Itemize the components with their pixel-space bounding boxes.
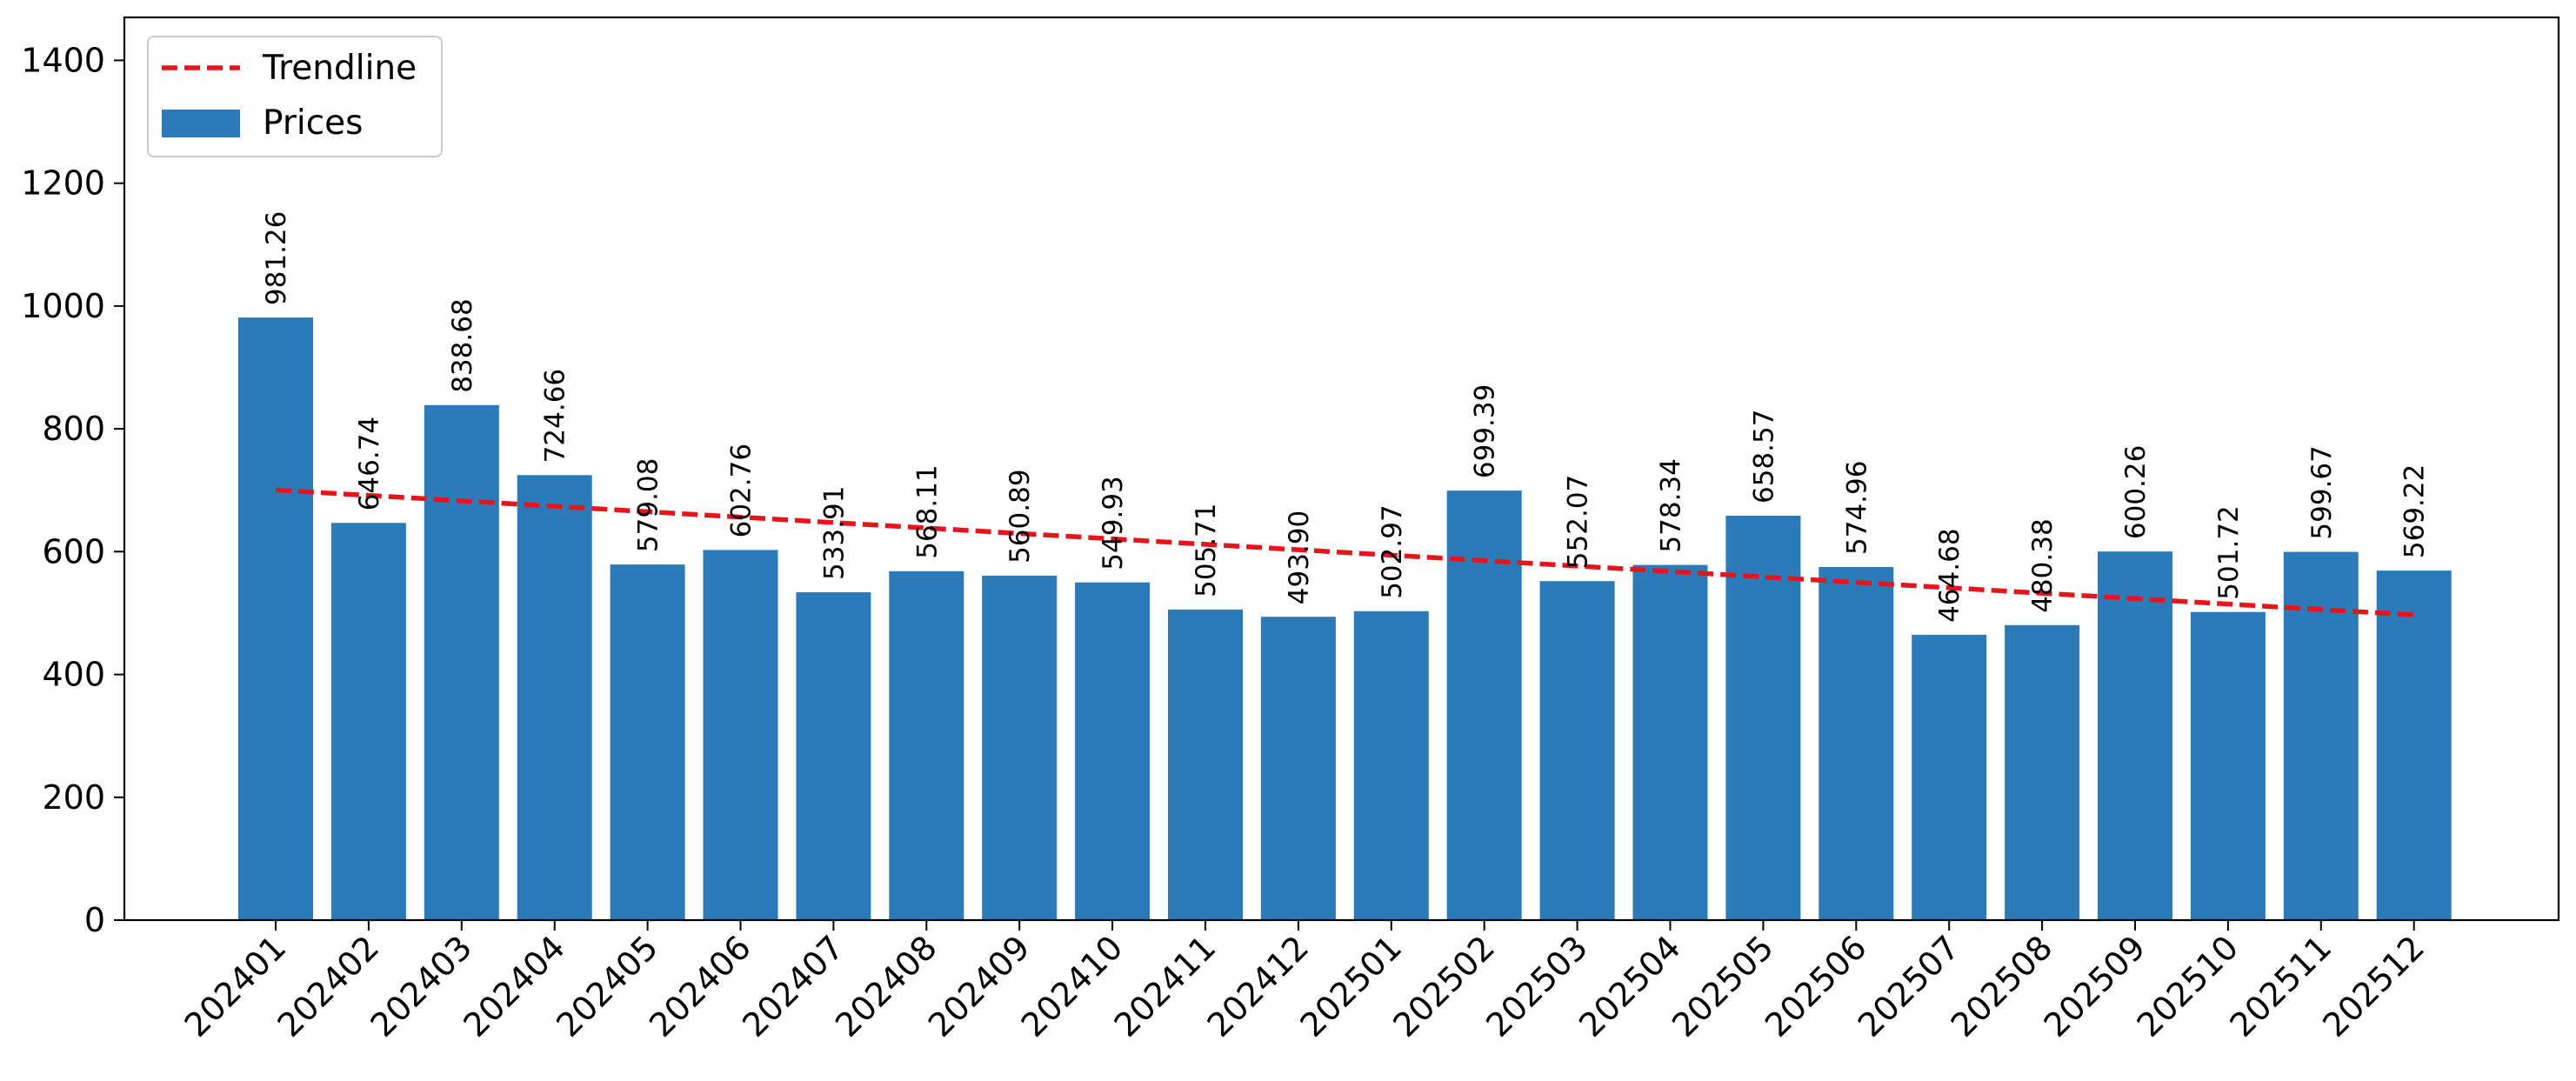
bar-202411 [1168, 609, 1243, 920]
bar-202412 [1260, 617, 1336, 920]
bar-202409 [982, 575, 1058, 920]
bar-value-label-202401: 981.26 [261, 211, 292, 305]
bar-value-label-202405: 579.08 [633, 458, 664, 552]
legend-trendline-label: Trendline [262, 49, 417, 88]
y-tick-label: 0 [84, 901, 105, 939]
bar-value-label-202511: 599.67 [2306, 445, 2338, 539]
bar-value-label-202510: 501.72 [2213, 505, 2245, 599]
bar-value-label-202512: 569.22 [2399, 464, 2431, 558]
bar-202510 [2190, 611, 2266, 920]
bar-202511 [2283, 551, 2359, 920]
bar-value-label-202403: 838.68 [447, 298, 478, 392]
bar-202407 [796, 592, 871, 920]
bar-labels-group: 981.26 646.74 838.68 724.66 579.08 602.76 533.… [261, 211, 2431, 623]
bar-value-label-202412: 493.90 [1284, 510, 1315, 604]
bar-value-label-202503: 552.07 [1563, 475, 1594, 569]
bar-202506 [1819, 567, 1894, 920]
bar-value-label-202411: 505.71 [1191, 503, 1222, 597]
bar-value-label-202505: 658.57 [1748, 410, 1779, 504]
y-tick-label: 1000 [21, 287, 105, 325]
bar-202402 [330, 523, 406, 920]
trendline-group [275, 487, 2414, 617]
bar-value-label-202507: 464.68 [1934, 528, 1965, 622]
y-tick-label: 800 [42, 410, 105, 448]
bar-202509 [2098, 551, 2172, 920]
bars-group [238, 317, 2452, 921]
bar-202502 [1446, 490, 1522, 920]
bar-202408 [889, 571, 964, 920]
bar-202403 [424, 404, 499, 920]
y-tick-label: 1400 [21, 41, 105, 79]
bar-202512 [2376, 571, 2452, 920]
bar-202508 [2005, 624, 2080, 920]
bar-value-label-202406: 602.76 [726, 444, 757, 537]
y-tick-label: 600 [42, 532, 105, 571]
y-tick-label: 400 [42, 656, 105, 694]
bar-value-label-202402: 646.74 [354, 417, 385, 510]
bar-202505 [1725, 516, 1801, 920]
bar-value-label-202509: 600.26 [2120, 445, 2152, 539]
bar-value-label-202407: 533.91 [818, 486, 850, 580]
bar-202405 [610, 564, 685, 920]
bar-value-label-202408: 568.11 [911, 464, 943, 558]
bar-value-label-202410: 549.93 [1098, 476, 1129, 570]
legend-prices-label: Prices [263, 103, 363, 143]
bar-202406 [703, 550, 778, 920]
bar-value-label-202404: 724.66 [540, 369, 571, 463]
y-tick-label: 200 [42, 778, 105, 817]
y-tick-label: 1200 [21, 164, 105, 203]
bar-202501 [1353, 611, 1429, 920]
legend: Trendline Prices [147, 36, 443, 157]
bar-202507 [1912, 634, 1987, 920]
bar-202401 [238, 317, 313, 921]
bar-value-label-202501: 502.97 [1377, 504, 1408, 598]
y-axis: 0 200 400 600 800 1000 1200 1400 [21, 41, 124, 939]
bar-202503 [1539, 581, 1615, 920]
bar-value-label-202409: 560.89 [1004, 469, 1036, 563]
bar-value-label-202504: 578.34 [1656, 458, 1687, 552]
legend-prices-swatch [162, 110, 240, 137]
plot-frame [123, 16, 2560, 922]
bar-value-label-202508: 480.38 [2027, 518, 2059, 612]
bar-value-label-202502: 699.39 [1470, 384, 1501, 478]
bar-202404 [517, 475, 592, 920]
trendline [275, 487, 2414, 617]
bar-202410 [1075, 582, 1151, 920]
bar-value-label-202506: 574.96 [1841, 461, 1872, 555]
bar-202504 [1632, 564, 1708, 920]
